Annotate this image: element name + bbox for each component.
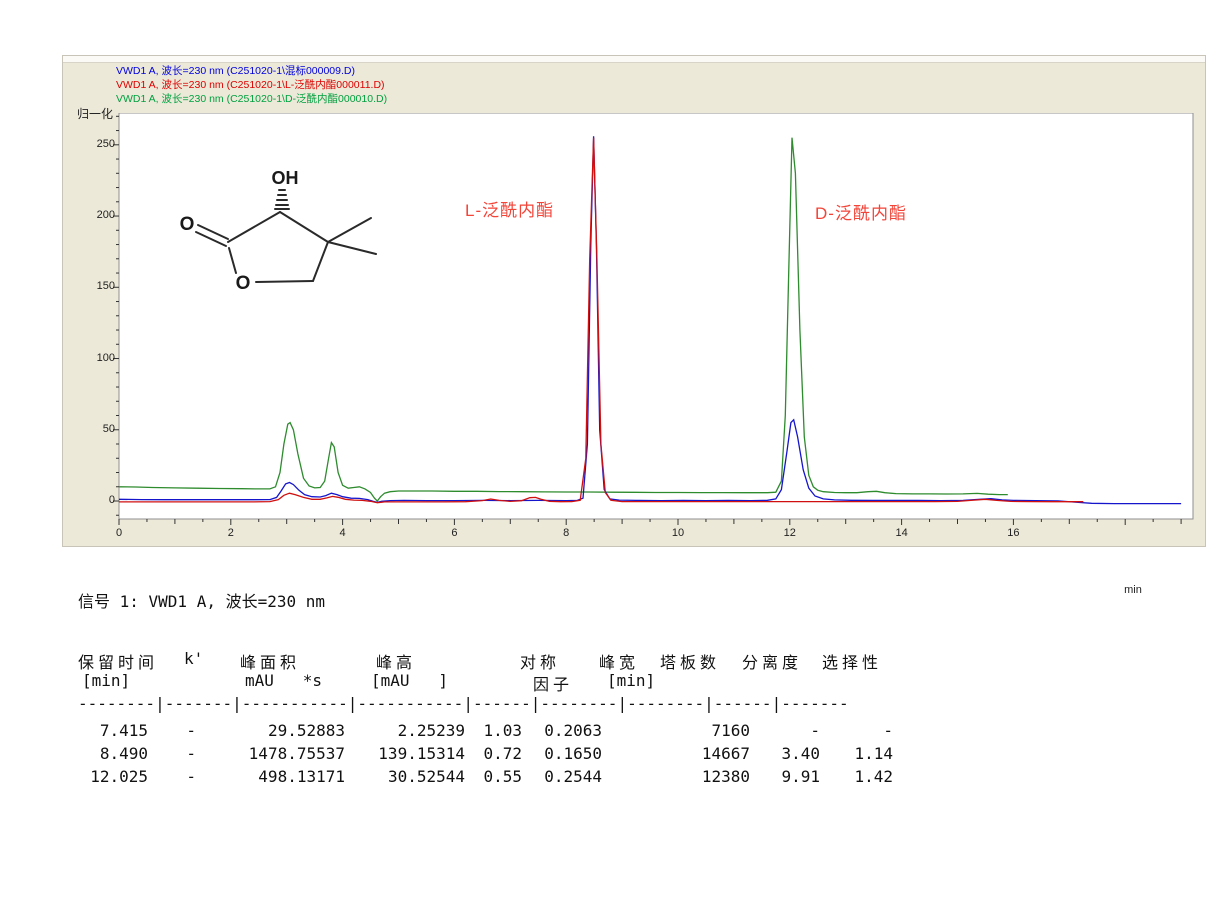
peak-label-l: L-泛酰内酯 bbox=[465, 201, 555, 220]
y-tick-label: 200 bbox=[96, 209, 115, 222]
table-cell: 8.490 bbox=[99, 744, 148, 763]
table-cell: - bbox=[186, 744, 196, 763]
col-header-height: 峰高 bbox=[376, 655, 417, 672]
trace-D-泛酰内酯000010.D bbox=[118, 137, 1008, 502]
legend-item: VWD1 A, 波长=230 nm (C251020-1\混标000009.D) bbox=[116, 65, 355, 77]
plot-area: 归一化 0 50 100 150 200 250 0 2 4 6 8 10 12 14 16 min L-泛… bbox=[63, 56, 1206, 596]
signal-title: 信号 1: VWD1 A, 波长=230 nm bbox=[78, 592, 326, 611]
col-header-plates: 塔板数 bbox=[660, 655, 721, 672]
x-tick-label: 14 bbox=[895, 527, 908, 539]
table-cell: 498.13171 bbox=[258, 767, 345, 786]
x-tick-label: 6 bbox=[451, 527, 458, 539]
peak-label-d: D-泛酰内酯 bbox=[815, 204, 907, 223]
y-tick-label: 0 bbox=[108, 494, 115, 506]
x-tick-label: 8 bbox=[563, 527, 570, 539]
chromatogram-plot bbox=[113, 113, 1194, 525]
table-cell: 139.15314 bbox=[378, 744, 465, 763]
oh-label: OH bbox=[272, 168, 299, 188]
y-tick-label: 150 bbox=[96, 280, 115, 293]
peaks-table: 7.415-29.52883 2.25239 1.03 0.2063 7160- -8.4… bbox=[78, 719, 893, 788]
table-cell: 12380 bbox=[701, 767, 750, 786]
x-tick-label: 0 bbox=[115, 527, 123, 539]
x-tick-label: 12 bbox=[783, 527, 796, 539]
signal-report: 信号 1: VWD1 A, 波长=230 nm 保留时间 k' 峰面积 峰高 对… bbox=[78, 585, 938, 825]
col-unit-mau-s: mAU *s bbox=[245, 671, 323, 690]
table-cell: 1.14 bbox=[854, 744, 893, 763]
col-unit-factor: 因子 bbox=[533, 677, 574, 694]
col-header-retention: 保留时间 bbox=[78, 655, 159, 672]
x-tick-label: 10 bbox=[671, 527, 685, 539]
table-row: 8.490 - 1478.75537 139.15314 0.72 0.1650 14667… bbox=[78, 742, 893, 765]
col-unit-min2: [min] bbox=[607, 671, 656, 690]
table-cell: 12.025 bbox=[90, 767, 148, 786]
table-cell: 0.2544 bbox=[544, 767, 602, 786]
carbonyl-o-label: O bbox=[180, 214, 195, 235]
table-cell: 30.52544 bbox=[387, 767, 465, 786]
chromatogram-panel: VWD1 A, 波长=230 nm (C251020-1\混标000009.D)… bbox=[62, 55, 1206, 596]
table-cell: 3.40 bbox=[781, 744, 820, 763]
table-cell: 0.2063 bbox=[544, 721, 602, 740]
pantolactone-structure: OH O O bbox=[180, 168, 377, 294]
table-cell: 1478.75537 bbox=[248, 744, 345, 763]
table-cell: 2.25239 bbox=[397, 721, 465, 740]
y-tick-label: 100 bbox=[96, 351, 115, 364]
y-tick-label: 250 bbox=[96, 137, 115, 150]
col-header-width: 峰宽 bbox=[599, 655, 640, 672]
table-row: 7.415 - 29.52883 2.25239 1.03 0.2063 7160 - - bbox=[78, 719, 893, 742]
table-cell: 7.415 bbox=[99, 721, 148, 740]
x-tick-label: 2 bbox=[227, 527, 234, 539]
col-header-selectivity: 选择性 bbox=[822, 655, 883, 672]
table-cell: - bbox=[186, 721, 196, 740]
table-cell: 1.03 bbox=[483, 721, 522, 740]
table-cell: 0.72 bbox=[483, 744, 522, 763]
col-header-symmetry: 对称 bbox=[520, 655, 561, 672]
signal-legend: VWD1 A, 波长=230 nm (C251020-1\混标000009.D)… bbox=[116, 64, 387, 106]
table-cell: 29.52883 bbox=[267, 721, 345, 740]
col-unit-min1: [min] bbox=[82, 671, 131, 690]
table-cell: 14667 bbox=[701, 744, 750, 763]
x-tick-label: 4 bbox=[339, 527, 346, 539]
trace-L-泛酰内酯000011.D bbox=[119, 137, 1084, 504]
col-header-area: 峰面积 bbox=[240, 655, 301, 672]
table-cell: 0.1650 bbox=[544, 744, 602, 763]
col-header-k: k' bbox=[184, 649, 204, 668]
legend-item: VWD1 A, 波长=230 nm (C251020-1\L-泛酰内酯00001… bbox=[116, 79, 385, 91]
table-cell: - bbox=[810, 721, 820, 740]
y-axis-title: 归一化 bbox=[77, 107, 114, 121]
table-cell: 9.91 bbox=[781, 767, 820, 786]
legend-item: VWD1 A, 波长=230 nm (C251020-1\D-泛酰内酯00001… bbox=[116, 93, 388, 105]
col-header-resolution: 分离度 bbox=[742, 655, 803, 672]
table-cell: 0.55 bbox=[483, 767, 522, 786]
table-cell: 7160 bbox=[711, 721, 750, 740]
table-cell: - bbox=[883, 721, 893, 740]
table-separator: --------|-------|-----------|-----------… bbox=[78, 694, 849, 713]
panel-grip bbox=[63, 56, 1205, 63]
x-axis-unit: min bbox=[1124, 584, 1142, 596]
table-cell: - bbox=[186, 767, 196, 786]
x-tick-label: 16 bbox=[1007, 527, 1020, 539]
ring-o-label: O bbox=[236, 273, 251, 294]
y-tick-label: 50 bbox=[102, 422, 115, 435]
table-cell: 1.42 bbox=[854, 767, 893, 786]
table-row: 12.025 - 498.13171 30.52544 0.55 0.2544 12380 9… bbox=[78, 765, 893, 788]
col-unit-mau: [mAU ] bbox=[371, 671, 449, 690]
